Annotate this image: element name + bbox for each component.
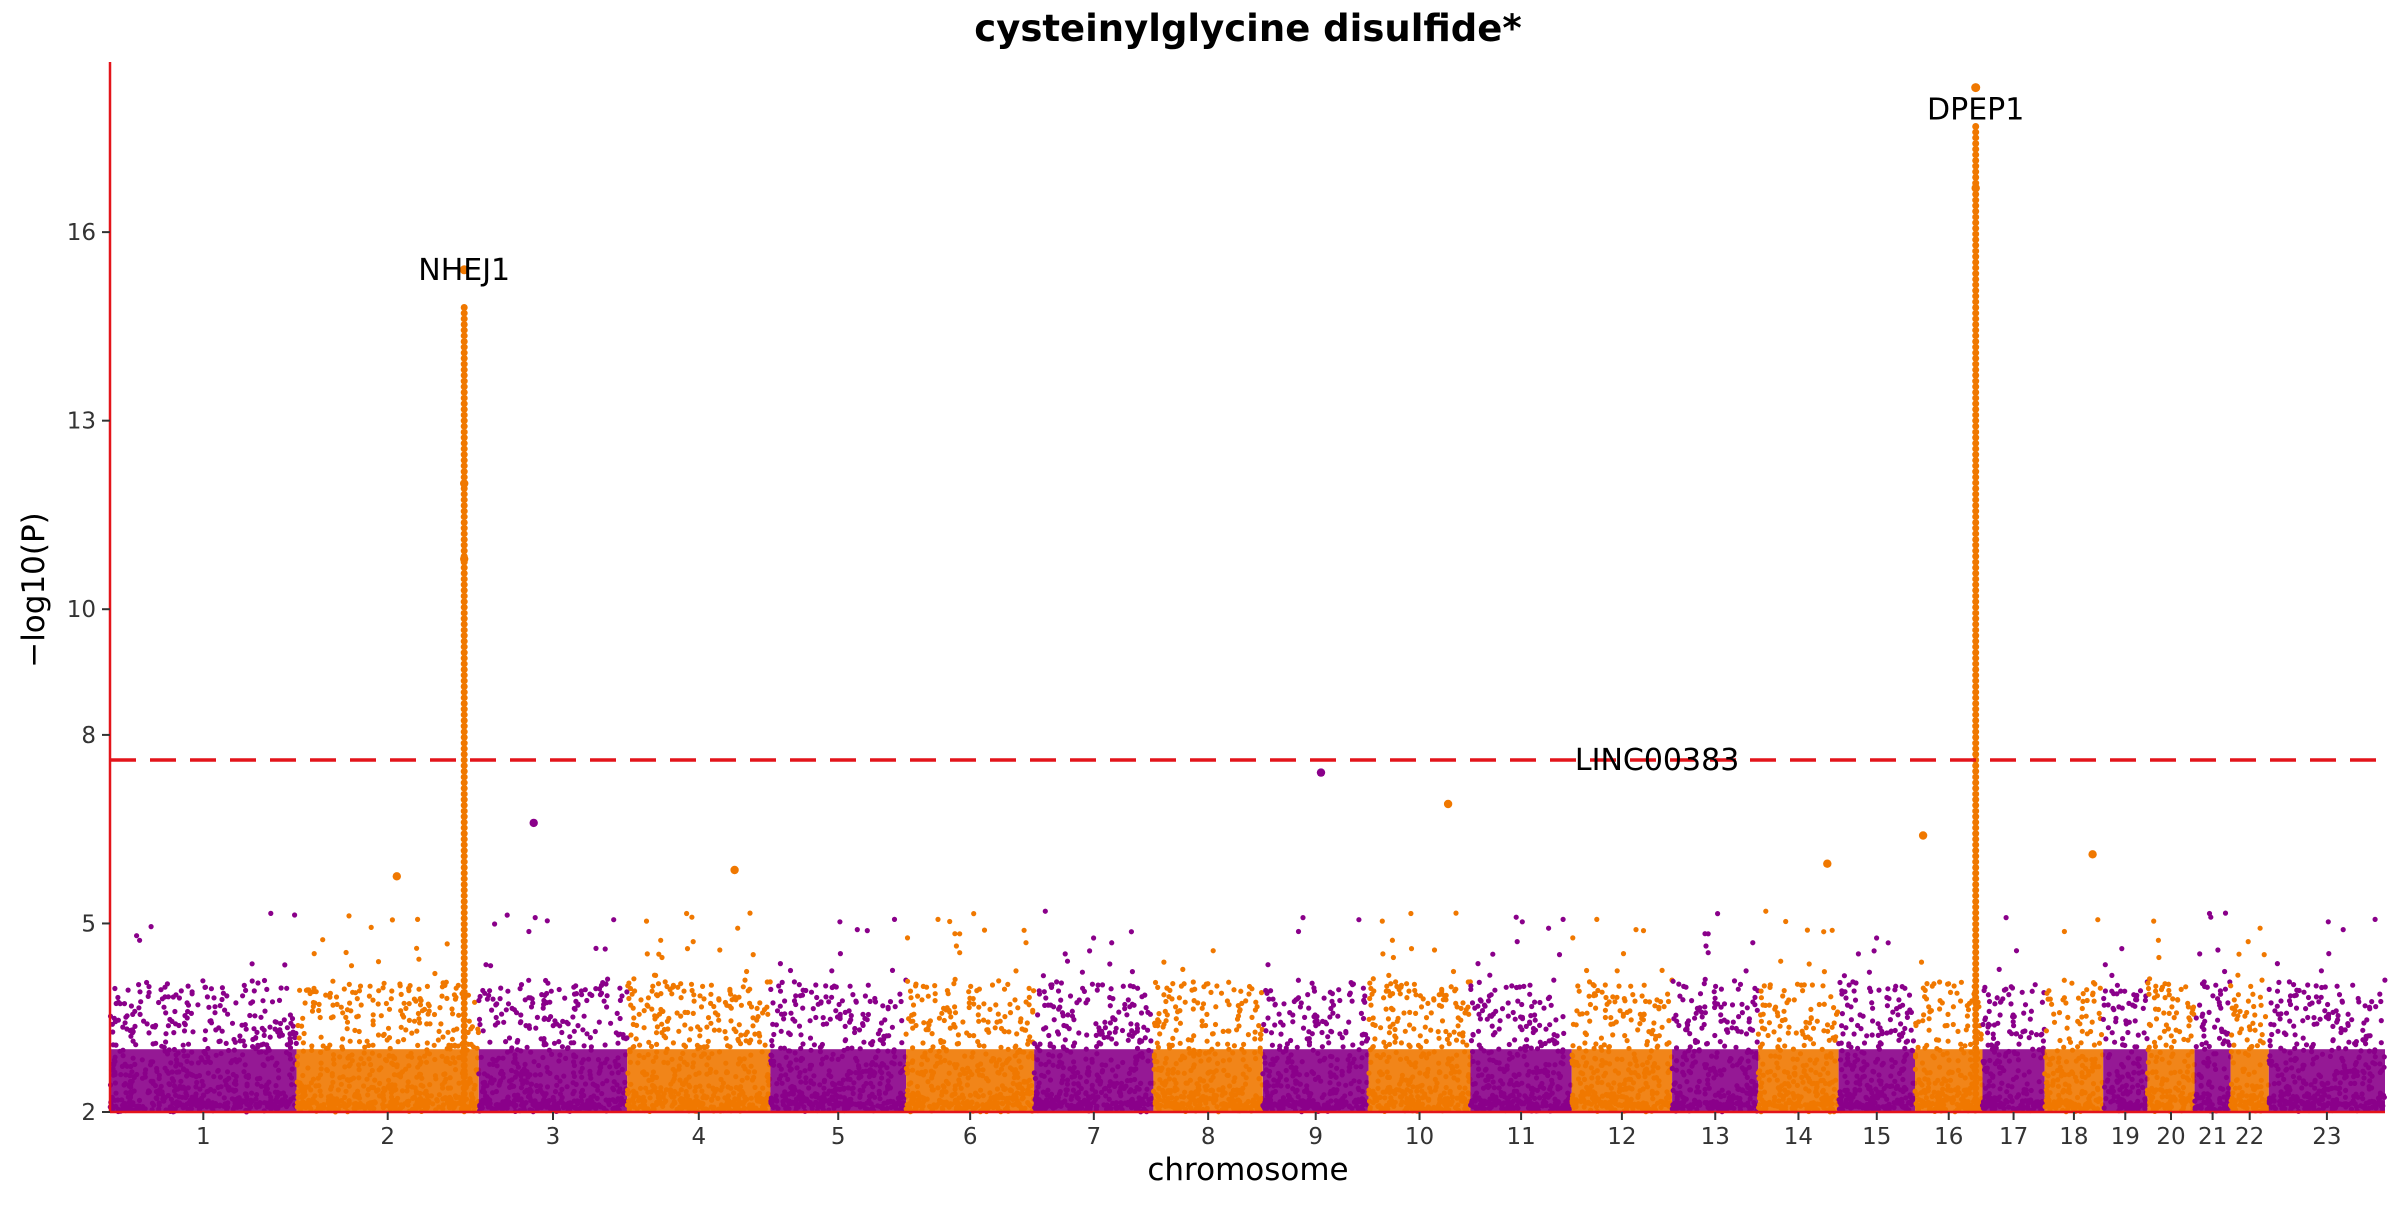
data-point bbox=[392, 872, 401, 881]
points-layer bbox=[107, 83, 2388, 1115]
x-tick-label: 17 bbox=[1999, 1124, 2028, 1150]
density-band-chr-16 bbox=[1915, 1049, 1983, 1112]
x-tick-label: 13 bbox=[1701, 1124, 1730, 1150]
peak-top-point bbox=[1971, 83, 1981, 93]
x-tick-label: 14 bbox=[1784, 1124, 1813, 1150]
x-tick-label: 5 bbox=[831, 1124, 846, 1150]
data-point bbox=[529, 818, 538, 828]
y-axis-label: −log10(P) bbox=[16, 512, 52, 668]
x-tick-label: 4 bbox=[691, 1124, 706, 1150]
x-tick-label: 1 bbox=[196, 1124, 211, 1150]
data-point bbox=[1971, 183, 1980, 193]
density-band-chr-13 bbox=[1672, 1049, 1759, 1112]
y-tick-label: 16 bbox=[67, 220, 96, 246]
density-band-chr-21 bbox=[2194, 1049, 2231, 1112]
peak-column-chr-16 bbox=[1972, 123, 1980, 1103]
density-band-chr-14 bbox=[1758, 1049, 1839, 1112]
density-band-chr-6 bbox=[906, 1049, 1035, 1112]
x-tick-label: 18 bbox=[2059, 1124, 2088, 1150]
data-point bbox=[1918, 831, 1928, 840]
data-point bbox=[1443, 799, 1453, 809]
density-band-chr-8 bbox=[1153, 1049, 1263, 1112]
density-band-chr-15 bbox=[1838, 1049, 1916, 1112]
data-point bbox=[1823, 859, 1832, 868]
x-tick-label: 15 bbox=[1862, 1124, 1891, 1150]
x-tick-label: 19 bbox=[2111, 1124, 2140, 1150]
data-point bbox=[2088, 850, 2097, 859]
peak-top-point bbox=[459, 265, 469, 275]
x-tick-label: 11 bbox=[1506, 1124, 1535, 1150]
y-tick-label: 8 bbox=[81, 723, 96, 749]
density-band-chr-5 bbox=[770, 1049, 907, 1112]
density-band-chr-4 bbox=[627, 1049, 771, 1112]
density-band-chr-12 bbox=[1571, 1049, 1673, 1112]
data-point bbox=[730, 865, 739, 875]
density-band-chr-7 bbox=[1034, 1049, 1154, 1112]
x-tick-label: 6 bbox=[963, 1124, 978, 1150]
gene-label: LINC00383 bbox=[1575, 743, 1739, 778]
x-tick-label: 8 bbox=[1201, 1124, 1216, 1150]
data-points-chr-15 bbox=[1836, 935, 1918, 1114]
density-band-chr-10 bbox=[1368, 1049, 1471, 1112]
peak-column-chr-2 bbox=[460, 304, 468, 1103]
y-tick-label: 10 bbox=[67, 597, 96, 623]
x-tick-label: 12 bbox=[1607, 1124, 1636, 1150]
x-tick-label: 16 bbox=[1934, 1124, 1963, 1150]
density-band-chr-22 bbox=[2230, 1049, 2269, 1112]
density-band-chr-2 bbox=[296, 1049, 479, 1112]
density-band-chr-23 bbox=[2268, 1049, 2385, 1112]
gene-label: DPEP1 bbox=[1927, 93, 2024, 128]
x-tick-label: 3 bbox=[546, 1124, 561, 1150]
density-band-chr-9 bbox=[1262, 1049, 1369, 1112]
x-tick-label: 7 bbox=[1087, 1124, 1102, 1150]
data-points-chr-1 bbox=[107, 910, 299, 1115]
x-tick-label: 20 bbox=[2156, 1124, 2185, 1150]
density-band-chr-1 bbox=[110, 1049, 297, 1112]
density-band-chr-3 bbox=[478, 1049, 628, 1112]
x-tick-label: 22 bbox=[2235, 1124, 2264, 1150]
density-band-chr-17 bbox=[1982, 1049, 2045, 1112]
density-band-chr-19 bbox=[2103, 1049, 2148, 1112]
data-point bbox=[1316, 768, 1326, 777]
x-tick-label: 21 bbox=[2198, 1124, 2227, 1150]
x-tick-label: 9 bbox=[1308, 1124, 1323, 1150]
gene-label: NHEJ1 bbox=[418, 253, 510, 288]
chart-title: cysteinylglycine disulfide* bbox=[974, 7, 1521, 50]
density-band-chr-11 bbox=[1470, 1049, 1572, 1112]
y-tick-label: 2 bbox=[81, 1100, 96, 1126]
y-tick-label: 13 bbox=[67, 409, 96, 435]
density-band-chr-20 bbox=[2147, 1049, 2195, 1112]
density-band-chr-18 bbox=[2044, 1049, 2104, 1112]
annotation-layer: NHEJ1 DPEP1 LINC00383 bbox=[418, 93, 2024, 778]
x-tick-label: 23 bbox=[2312, 1124, 2341, 1150]
x-axis-label: chromosome bbox=[1147, 1152, 1348, 1188]
y-tick-label: 5 bbox=[81, 911, 96, 937]
x-tick-label: 10 bbox=[1405, 1124, 1434, 1150]
data-point bbox=[460, 554, 469, 564]
x-tick-label: 2 bbox=[380, 1124, 395, 1150]
data-point bbox=[460, 479, 469, 488]
